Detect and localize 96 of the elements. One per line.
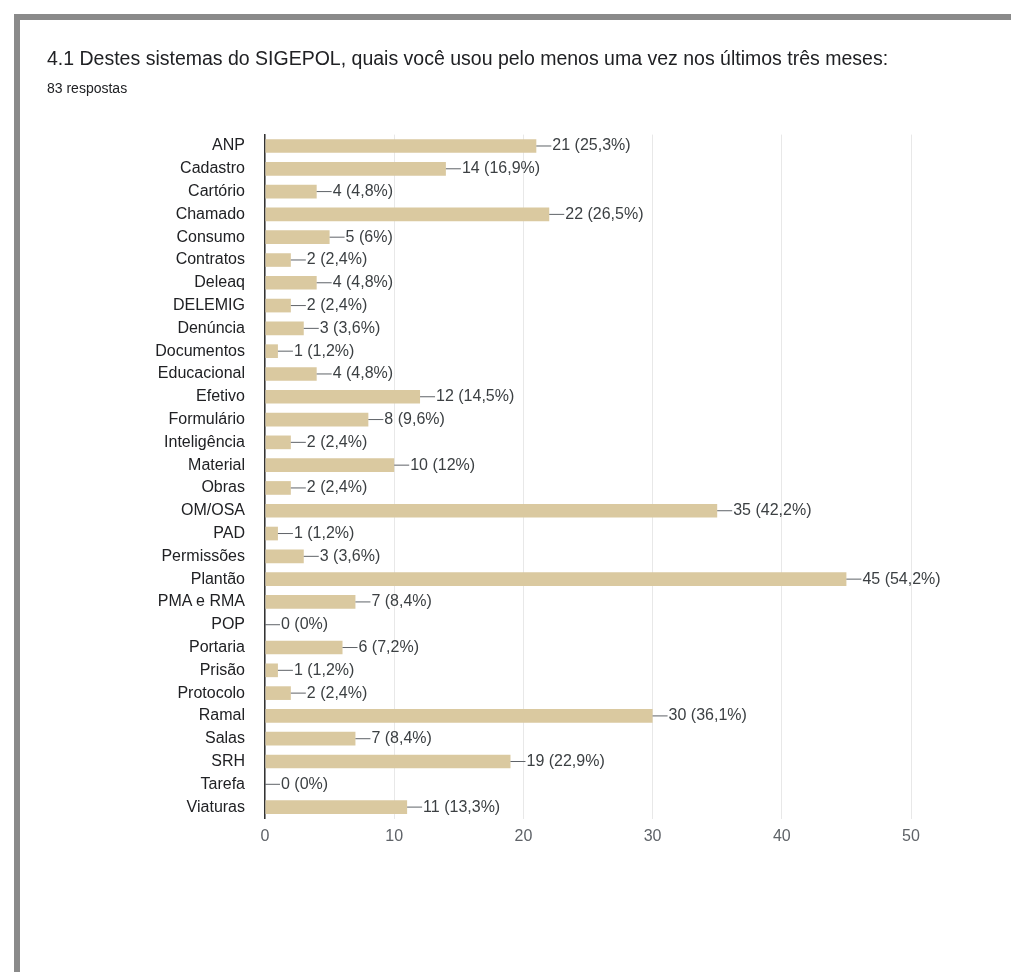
data-label: 2 (2,4%) — [306, 295, 368, 313]
x-tick-label: 40 — [772, 826, 791, 844]
x-tick-label: 30 — [643, 826, 662, 844]
data-label: 3 (3,6%) — [319, 318, 381, 336]
bar — [265, 207, 550, 222]
data-label: 1 (1,2%) — [293, 660, 355, 678]
bar — [265, 298, 291, 313]
bar — [265, 253, 291, 267]
y-tick-label: SRH — [211, 751, 245, 769]
bar — [265, 481, 291, 495]
data-label: 10 (12%) — [410, 455, 476, 473]
data-label: 35 (42,2%) — [733, 501, 812, 519]
data-label: 11 (13,3%) — [423, 797, 501, 815]
data-label: 2 (2,4%) — [306, 432, 368, 450]
data-label: 14 (16,9%) — [461, 159, 541, 177]
data-label: 4 (4,8%) — [332, 182, 394, 199]
y-tick-label: Formulário — [168, 409, 246, 427]
y-tick-label: Salas — [204, 729, 245, 747]
y-tick-label: Permissões — [161, 546, 245, 564]
bar — [265, 435, 291, 450]
data-label: 0 (0%) — [281, 774, 329, 792]
data-label: 2 (2,4%) — [306, 683, 368, 701]
data-label: 4 (4,8%) — [332, 364, 394, 382]
y-tick-label: Material — [188, 455, 245, 473]
bar — [265, 161, 446, 176]
y-tick-label: ANP — [212, 136, 245, 154]
y-tick-label: Inteligência — [164, 432, 246, 450]
y-tick-label: Cadastro — [180, 159, 246, 177]
y-tick-label: OM/OSA — [180, 501, 246, 519]
bar — [265, 549, 304, 564]
bar — [265, 389, 421, 404]
bar — [265, 275, 317, 290]
data-label: 12 (14,5%) — [436, 387, 515, 405]
y-tick-label: Educacional — [157, 364, 245, 382]
data-label: 0 (0%) — [281, 615, 329, 633]
x-tick-label: 20 — [514, 826, 533, 844]
bar — [265, 686, 291, 700]
bar — [265, 139, 537, 153]
y-tick-label: PAD — [213, 523, 245, 541]
y-tick-label: POP — [211, 615, 245, 633]
bar — [265, 754, 511, 769]
bar — [265, 230, 330, 245]
y-tick-label: Obras — [201, 478, 245, 496]
bar — [265, 595, 356, 609]
x-tick-label: 0 — [260, 826, 270, 844]
bar — [265, 572, 847, 586]
y-tick-label: Documentos — [155, 341, 245, 359]
data-label: 30 (36,1%) — [668, 706, 747, 724]
bar — [265, 184, 317, 199]
chart-title: 4.1 Destes sistemas do SIGEPOL, quais você usou pelo menos uma vez nos últimos três meses: — [47, 47, 889, 70]
bar — [265, 526, 278, 541]
y-tick-label: Prisão — [199, 660, 246, 678]
y-tick-label: Denúncia — [177, 318, 246, 336]
bar — [265, 321, 304, 336]
data-label: 6 (7,2%) — [358, 637, 419, 655]
y-tick-label: Cartório — [188, 182, 246, 199]
y-tick-label: Plantão — [190, 569, 246, 587]
bar — [265, 800, 408, 814]
data-label: 3 (3,6%) — [319, 546, 381, 564]
y-tick-label: Efetivo — [196, 387, 246, 405]
data-label: 2 (2,4%) — [306, 250, 368, 268]
bar — [265, 640, 343, 655]
text: 83 respostas — [47, 80, 128, 96]
data-label: 8 (9,6%) — [384, 409, 445, 427]
bar — [265, 412, 369, 427]
bar — [265, 503, 718, 518]
data-label: 4 (4,8%) — [332, 273, 394, 291]
y-tick-label: Protocolo — [177, 683, 246, 701]
data-label: 21 (25,3%) — [552, 136, 631, 154]
y-tick-label: Portaria — [188, 637, 246, 655]
y-tick-label: Tarefa — [200, 774, 246, 792]
y-tick-label: Chamado — [175, 204, 246, 222]
data-label: 22 (26,5%) — [565, 204, 644, 222]
data-label: 19 (22,9%) — [526, 751, 605, 769]
bar — [265, 731, 356, 746]
y-tick-label: Consumo — [176, 227, 246, 245]
y-tick-label: Viaturas — [186, 797, 245, 815]
y-tick-label: DELEMIG — [172, 295, 245, 313]
bar — [265, 344, 278, 359]
bar — [265, 367, 317, 381]
y-tick-label: Contratos — [175, 250, 245, 268]
bar — [265, 458, 395, 472]
x-tick-label: 50 — [902, 826, 920, 844]
x-tick-label: 10 — [385, 826, 404, 844]
data-label: 2 (2,4%) — [306, 478, 368, 496]
data-label: 45 (54,2%) — [862, 569, 941, 587]
data-label: 1 (1,2%) — [293, 341, 355, 359]
data-label: 7 (8,4%) — [371, 592, 432, 610]
data-label: 1 (1,2%) — [293, 523, 355, 541]
y-tick-label: Ramal — [198, 706, 245, 724]
data-label: 7 (8,4%) — [371, 729, 432, 747]
bar — [265, 663, 278, 678]
y-tick-label: Deleaq — [194, 273, 245, 291]
data-label: 5 (6%) — [345, 227, 393, 245]
y-tick-label: PMA e RMA — [157, 592, 246, 610]
bar — [265, 709, 653, 723]
